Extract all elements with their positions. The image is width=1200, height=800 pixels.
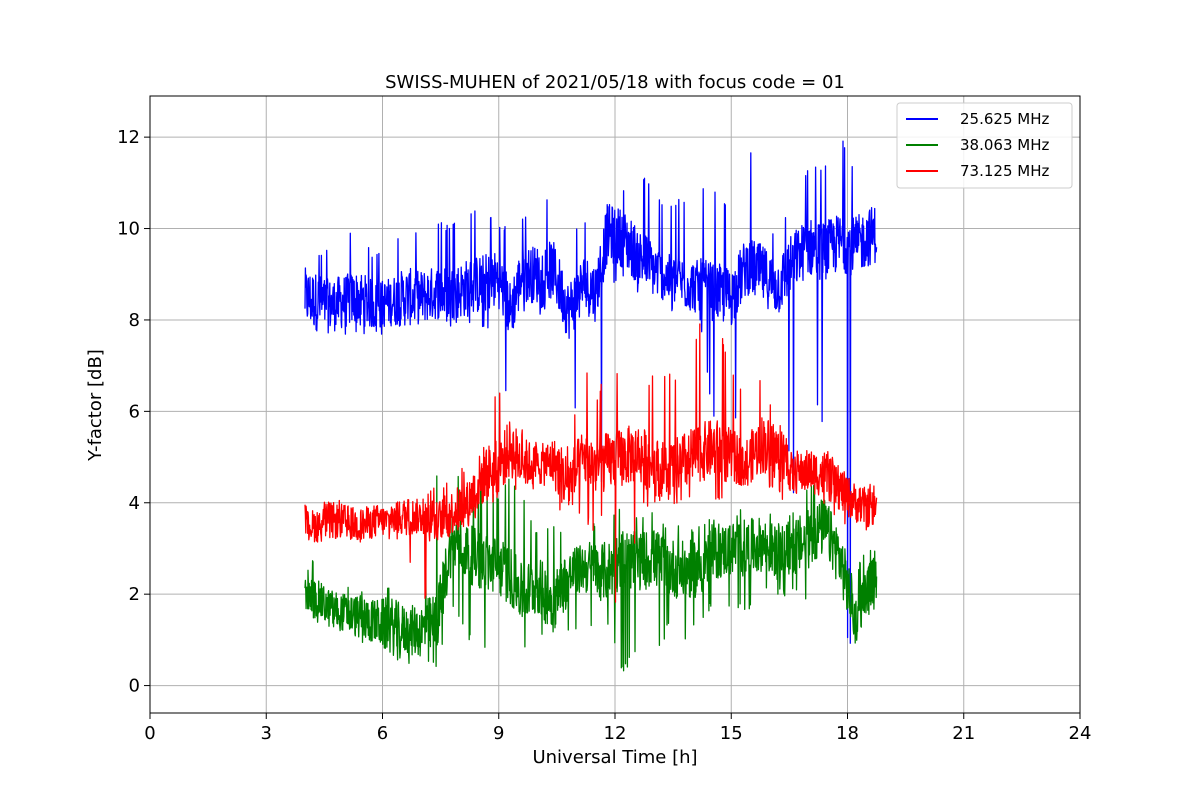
y-axis-label: Y-factor [dB]: [85, 349, 106, 462]
y-tick-label: 8: [129, 310, 140, 331]
legend-label-73mhz: 73.125 MHz: [960, 162, 1049, 180]
legend: 25.625 MHz 38.063 MHz 73.125 MHz: [896, 102, 1073, 189]
y-tick-label: 6: [129, 401, 140, 422]
series-25mhz: [304, 140, 878, 644]
y-tick-label: 10: [117, 219, 140, 240]
y-tick-label: 4: [129, 493, 140, 514]
x-tick-label: 12: [604, 723, 627, 744]
y-tick-label: 0: [129, 676, 140, 697]
x-tick-label: 18: [836, 723, 859, 744]
series-73mhz: [304, 323, 878, 603]
y-tick-label: 2: [129, 584, 140, 605]
x-tick-label: 3: [261, 723, 272, 744]
chart-title: SWISS-MUHEN of 2021/05/18 with focus cod…: [385, 72, 845, 93]
plot-layer: [304, 140, 878, 672]
x-tick-label: 0: [144, 723, 155, 744]
x-axis-label: Universal Time [h]: [532, 747, 697, 768]
x-tick-label: 24: [1069, 723, 1092, 744]
series-38mhz: [304, 475, 878, 672]
legend-label-38mhz: 38.063 MHz: [960, 136, 1049, 154]
y-tick-label: 12: [117, 127, 140, 148]
x-tick-label: 6: [377, 723, 388, 744]
legend-box: [896, 102, 1073, 189]
legend-label-25mhz: 25.625 MHz: [960, 110, 1049, 128]
x-tick-label: 15: [720, 723, 743, 744]
x-tick-label: 21: [952, 723, 975, 744]
x-tick-label: 9: [493, 723, 504, 744]
